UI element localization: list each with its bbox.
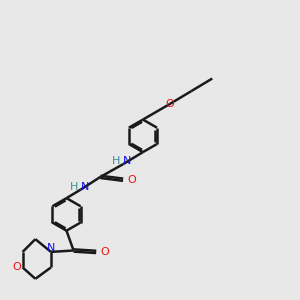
Text: H: H (112, 156, 120, 166)
Text: O: O (127, 175, 136, 185)
Text: N: N (47, 243, 55, 253)
Text: H: H (69, 182, 78, 192)
Text: N: N (123, 156, 131, 166)
Text: O: O (13, 262, 21, 272)
Text: O: O (100, 247, 109, 257)
Text: O: O (165, 99, 174, 109)
Text: N: N (81, 182, 89, 192)
